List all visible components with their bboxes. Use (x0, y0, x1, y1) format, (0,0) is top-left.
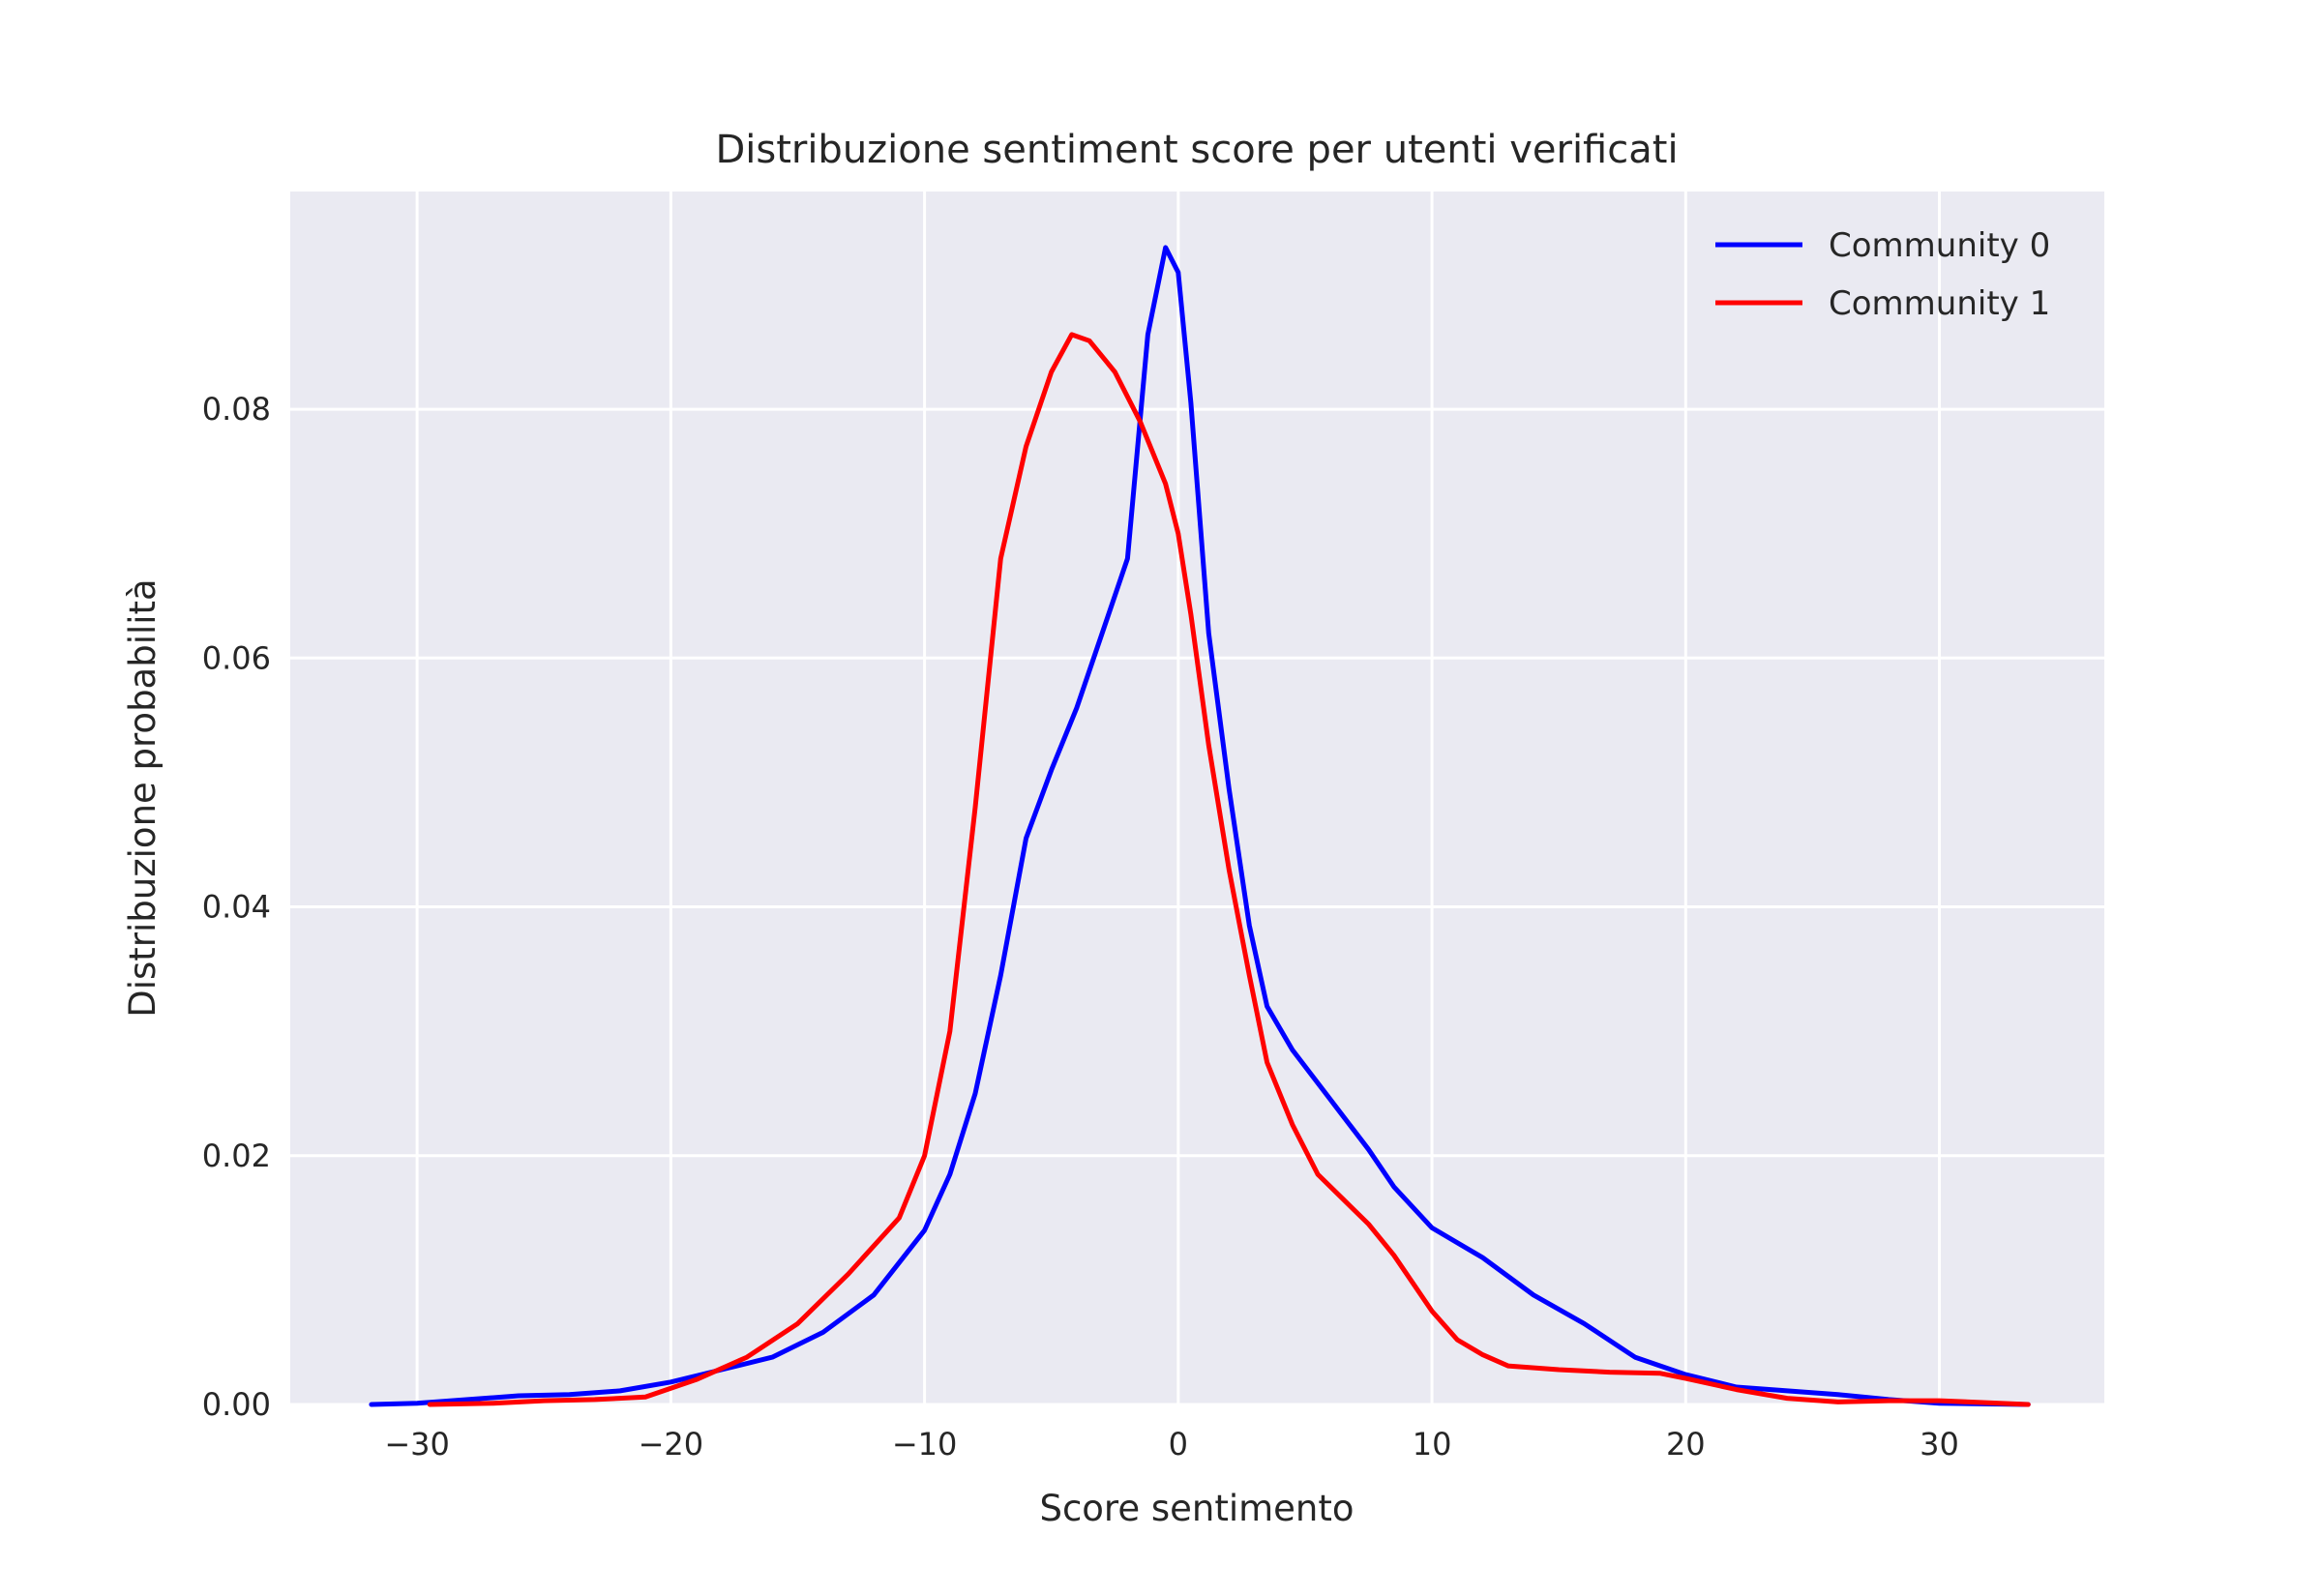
plot-area (290, 192, 2104, 1404)
legend: Community 0 Community 1 (1715, 226, 2050, 323)
tick-labels: −30 −20 −10 0 10 20 30 0.00 0.02 0.04 0.06 0.08 (202, 391, 1959, 1463)
x-tick-label: 10 (1413, 1426, 1452, 1463)
x-tick-label: 30 (1920, 1426, 1959, 1463)
series-layer (369, 245, 2031, 1407)
legend-label-community-0: Community 0 (1829, 226, 2050, 265)
x-tick-label: −30 (384, 1426, 450, 1463)
y-tick-label: 0.08 (202, 391, 271, 428)
y-axis-label: Distribuzione probabilità (122, 578, 164, 1018)
legend-label-community-1: Community 1 (1829, 284, 2050, 323)
y-tick-label: 0.04 (202, 889, 271, 926)
x-tick-label: 0 (1169, 1426, 1188, 1463)
x-tick-label: 20 (1666, 1426, 1706, 1463)
x-axis-label: Score sentimento (1039, 1488, 1354, 1529)
x-tick-label: −10 (892, 1426, 958, 1463)
chart-title: Distribuzione sentiment score per utenti… (715, 128, 1678, 172)
y-tick-label: 0.06 (202, 639, 271, 676)
x-tick-label: −20 (639, 1426, 704, 1463)
series-line-community-0 (369, 245, 2031, 1407)
series-line-community-1 (427, 332, 2031, 1407)
y-tick-label: 0.00 (202, 1386, 271, 1423)
y-tick-label: 0.02 (202, 1138, 271, 1174)
